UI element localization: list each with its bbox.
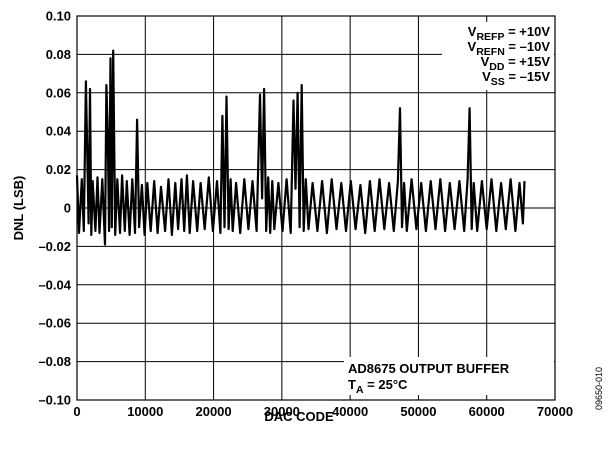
y-tick-label: 0.04 [46, 124, 72, 139]
condition-line: VSS = –15V [482, 69, 550, 88]
y-tick-label: 0 [64, 201, 71, 216]
x-tick-label: 30000 [264, 404, 300, 419]
y-tick-label: 0.02 [46, 162, 71, 177]
x-tick-label: 20000 [195, 404, 231, 419]
x-axis-title: DAC CODE [264, 409, 334, 424]
y-tick-label: –0.04 [38, 277, 71, 292]
temperature-text: TA = 25°C [348, 377, 408, 396]
y-axis-title: DNL (LSB) [11, 176, 26, 241]
y-tick-label: 0.10 [46, 9, 71, 24]
x-tick-label: 0 [73, 404, 80, 419]
plot-frame [76, 15, 556, 401]
x-tick-label: 10000 [127, 404, 163, 419]
figure-code: 09650-010 [594, 367, 604, 410]
y-tick-labels: 0.10 0.08 0.06 0.04 0.02 0 –0.02 –0.04 –0.06 –0.0… [38, 9, 71, 408]
x-tick-label: 70000 [537, 404, 573, 419]
condition-line: VREFN = –10V [468, 39, 551, 58]
y-tick-label: –0.06 [38, 316, 71, 331]
x-tick-label: 50000 [400, 404, 436, 419]
conditions-box [442, 22, 554, 90]
series-group [75, 49, 526, 246]
buffer-label: AD8675 OUTPUT BUFFER [348, 361, 510, 376]
y-tick-label: –0.02 [38, 239, 71, 254]
buffer-note-box [344, 357, 554, 395]
temperature-label: TA = 25°C [348, 377, 408, 396]
x-tick-label: 40000 [332, 404, 368, 419]
x-tick-label: 60000 [469, 404, 505, 419]
condition-line: VREFP = +10V [468, 24, 551, 43]
y-tick-label: 0.08 [46, 47, 71, 62]
x-tick-labels: 0 10000 20000 30000 40000 50000 60000 70000 [73, 404, 573, 419]
dnl-series-line [75, 49, 526, 246]
y-tick-label: –0.10 [38, 393, 71, 408]
condition-line: VDD = +15V [481, 54, 551, 73]
y-tick-label: 0.06 [46, 85, 71, 100]
y-tick-label: –0.08 [38, 354, 71, 369]
